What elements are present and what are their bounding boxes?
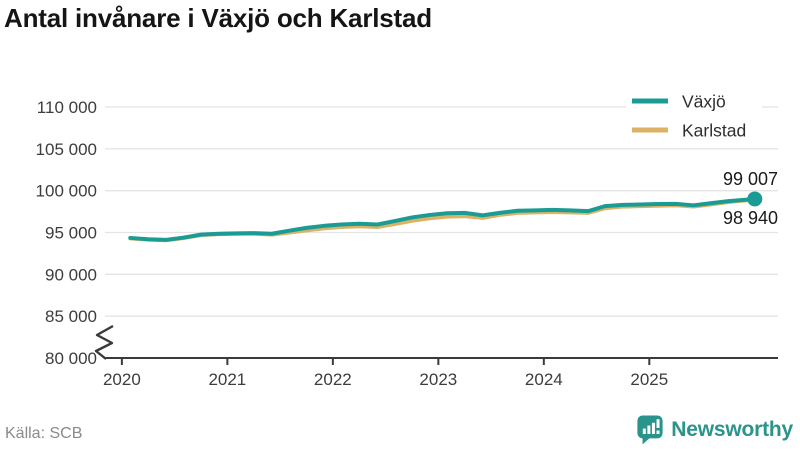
newsworthy-wordmark: Newsworthy [671,417,793,441]
legend-label: Växjö [682,92,726,112]
x-tick-label: 2022 [314,370,352,389]
y-tick-label: 90 000 [45,265,97,284]
x-tick-label: 2024 [525,370,563,389]
y-tick-label: 95 000 [45,224,97,243]
bar-small [643,428,647,434]
legend-background [626,87,762,146]
vaxjo-end-value: 99 007 [723,169,778,189]
bar-tall [652,422,656,434]
legend-label: Karlstad [682,121,746,141]
x-tick-label: 2020 [103,370,141,389]
y-tick-label: 105 000 [36,140,97,159]
y-tick-label: 80 000 [45,349,97,368]
endpoint-dot [747,191,763,207]
chart-title: Antal invånare i Växjö och Karlstad [4,3,432,33]
exclamation-stem [656,419,660,428]
x-tick-label: 2023 [419,370,457,389]
y-tick-label: 100 000 [36,182,97,201]
x-tick-label: 2021 [208,370,246,389]
y-tick-label: 110 000 [37,98,97,117]
axis-break-icon [94,324,114,360]
source-label: Källa: SCB [5,425,83,442]
exclamation-dot [656,430,660,434]
y-tick-label: 85 000 [45,307,97,326]
vxj-line [128,196,757,242]
karlstad-end-value: 98 940 [723,208,778,228]
newsworthy-logo: Newsworthy [636,414,793,445]
newsworthy-bubble-chart-icon [637,415,663,445]
bar-medium [647,425,651,434]
x-tick-label: 2025 [630,370,668,389]
